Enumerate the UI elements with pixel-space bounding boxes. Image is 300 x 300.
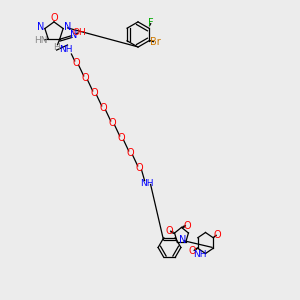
Text: O: O [136, 163, 143, 173]
Text: O: O [127, 148, 134, 158]
Text: N: N [64, 22, 71, 32]
Text: O: O [100, 103, 107, 113]
Text: HN: HN [34, 36, 48, 45]
Text: O: O [50, 13, 58, 23]
Text: O: O [109, 118, 116, 128]
Text: NH: NH [59, 45, 73, 54]
Text: NH: NH [140, 178, 154, 188]
Text: O: O [73, 58, 80, 68]
Text: N: N [179, 235, 187, 245]
Text: O: O [82, 73, 89, 83]
Text: O: O [91, 88, 98, 98]
Text: O: O [189, 246, 196, 256]
Text: N: N [37, 22, 44, 32]
Text: O: O [165, 226, 173, 236]
Text: F: F [148, 18, 153, 28]
Text: O: O [214, 230, 221, 240]
Text: Br: Br [150, 37, 161, 47]
Text: O: O [118, 133, 125, 143]
Text: NH: NH [194, 250, 207, 259]
Text: H: H [53, 43, 60, 52]
Text: OH: OH [73, 28, 86, 37]
Text: O: O [183, 221, 191, 231]
Text: N: N [70, 30, 78, 40]
